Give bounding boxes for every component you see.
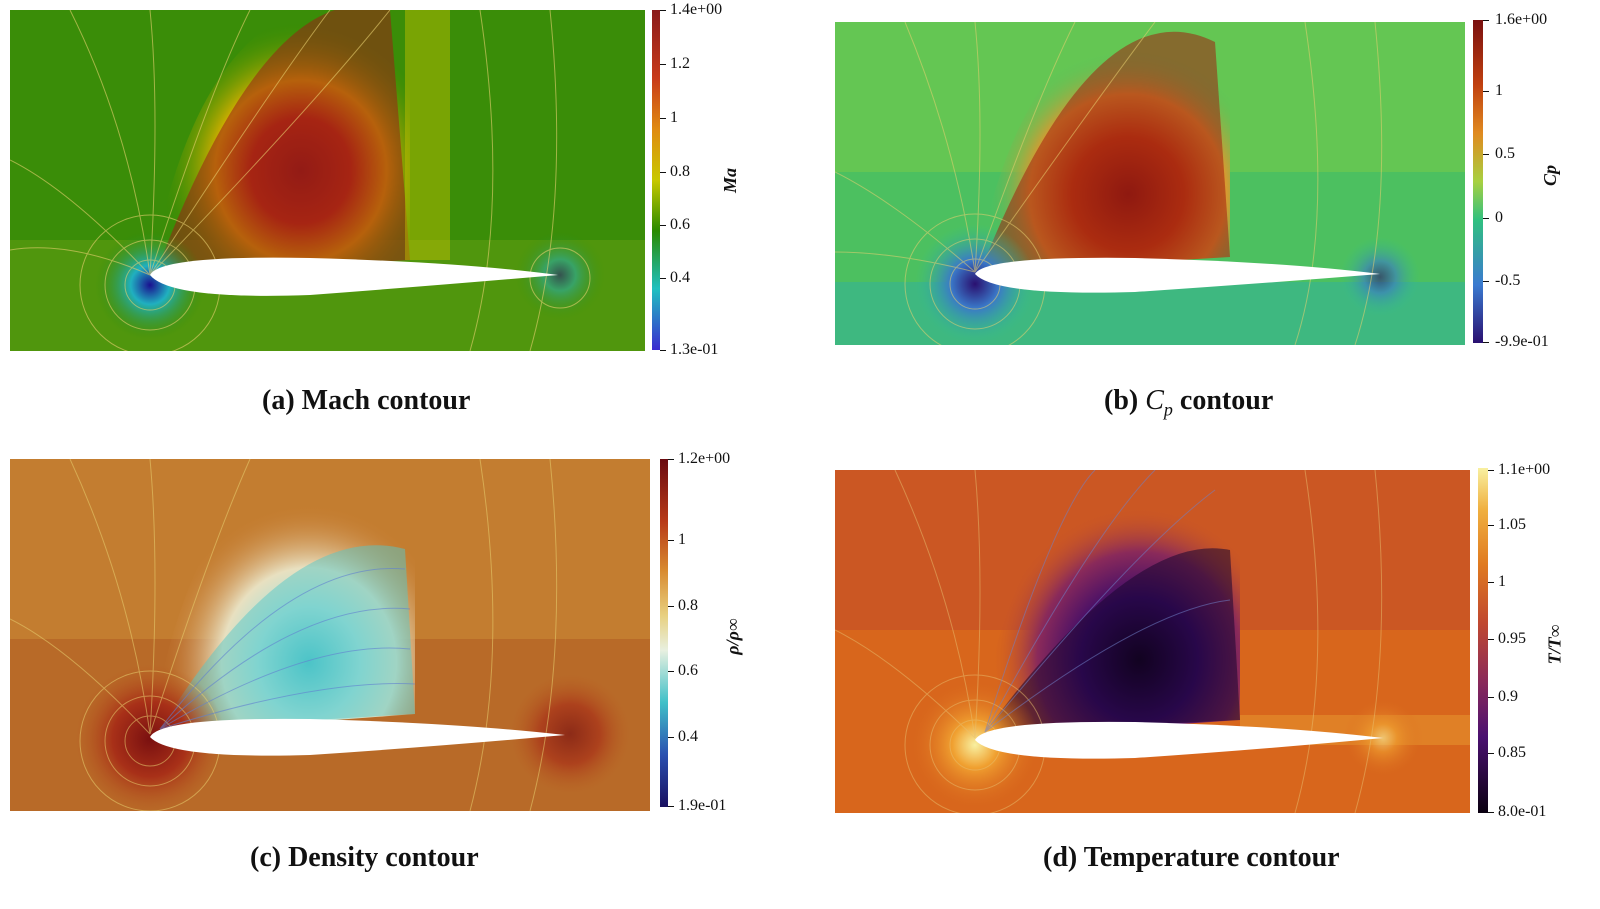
temperature-tick: 1.05 bbox=[1498, 516, 1526, 533]
caption-b-symbol: C bbox=[1145, 385, 1164, 416]
caption-b-suffix: contour bbox=[1179, 385, 1274, 416]
mach-colorbar-label: Ma bbox=[720, 167, 741, 194]
density-tick: 0.6 bbox=[678, 662, 698, 679]
cp-tick: -0.5 bbox=[1495, 272, 1521, 289]
mach-colorbar bbox=[652, 10, 660, 350]
temperature-tick: 1.1e+00 bbox=[1498, 461, 1551, 478]
temperature-contour-plot bbox=[835, 470, 1470, 813]
mach-tick: 1.2 bbox=[670, 55, 690, 72]
cp-tick: -9.9e-01 bbox=[1495, 333, 1549, 350]
caption-b: (b) Cp contour bbox=[1104, 385, 1273, 421]
caption-c: (c) Density contour bbox=[250, 842, 479, 873]
mach-tick: 1.3e-01 bbox=[670, 341, 719, 358]
cp-colorbar bbox=[1473, 20, 1483, 343]
cp-tick: 0.5 bbox=[1495, 145, 1515, 162]
mach-tick: 1 bbox=[670, 109, 678, 126]
density-contour-plot bbox=[10, 459, 650, 811]
temperature-tick: 8.0e-01 bbox=[1498, 803, 1547, 820]
caption-d: (d) Temperature contour bbox=[1043, 842, 1340, 873]
mach-tick: 0.6 bbox=[670, 216, 690, 233]
cp-tick: 1.6e+00 bbox=[1495, 11, 1548, 28]
temperature-tick: 0.95 bbox=[1498, 630, 1526, 647]
density-tick: 0.4 bbox=[678, 728, 698, 745]
cp-contour-plot bbox=[835, 22, 1465, 345]
cp-colorbar-label: Cp bbox=[1540, 164, 1561, 187]
mach-tick: 1.4e+00 bbox=[670, 1, 723, 18]
density-colorbar bbox=[660, 459, 668, 807]
cp-tick: 0 bbox=[1495, 209, 1503, 226]
caption-b-sub: p bbox=[1163, 399, 1173, 420]
temperature-tick: 1 bbox=[1498, 573, 1506, 590]
caption-a: (a) Mach contour bbox=[262, 385, 471, 416]
density-colorbar-label: ρ/ρ∞ bbox=[722, 618, 743, 655]
density-tick: 1.9e-01 bbox=[678, 797, 727, 814]
mach-tick: 0.8 bbox=[670, 163, 690, 180]
temperature-colorbar-label: T/T∞ bbox=[1544, 624, 1565, 665]
density-tick: 1.2e+00 bbox=[678, 450, 731, 467]
temperature-tick: 0.9 bbox=[1498, 688, 1518, 705]
temperature-colorbar bbox=[1478, 468, 1488, 813]
density-tick: 0.8 bbox=[678, 597, 698, 614]
caption-b-prefix: (b) bbox=[1104, 385, 1139, 416]
mach-tick: 0.4 bbox=[670, 269, 690, 286]
temperature-tick: 0.85 bbox=[1498, 744, 1526, 761]
density-tick: 1 bbox=[678, 531, 686, 548]
mach-contour-plot bbox=[10, 10, 645, 351]
cp-tick: 1 bbox=[1495, 82, 1503, 99]
